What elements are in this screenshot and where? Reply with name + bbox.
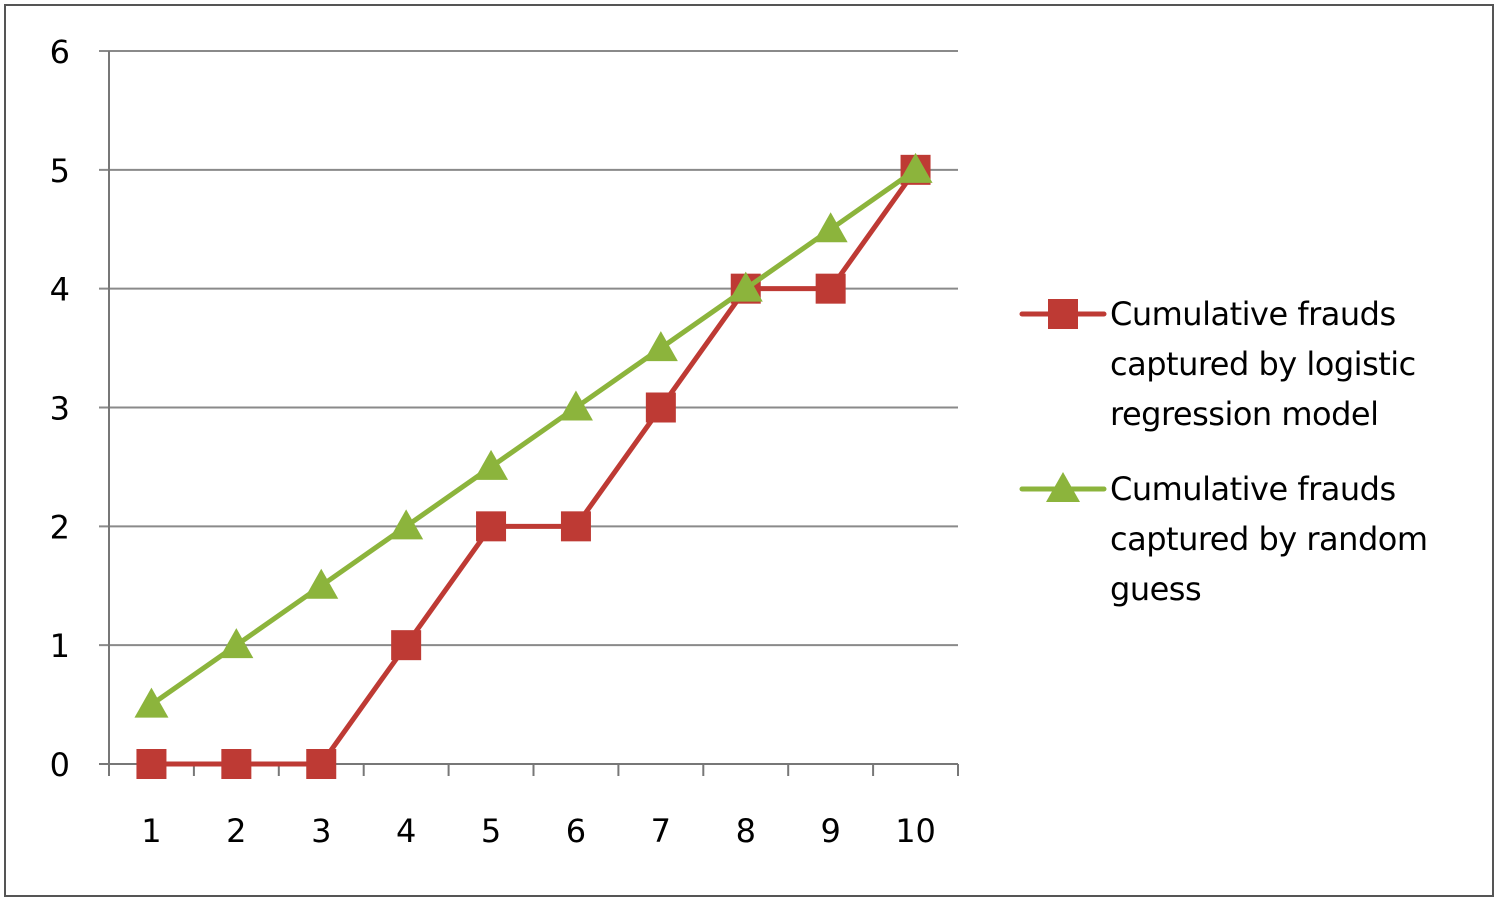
x-tick-label: 10: [895, 812, 936, 850]
y-tick-label: 1: [50, 627, 70, 665]
data-point-triangle: [389, 509, 424, 540]
x-tick-label: 3: [311, 812, 331, 850]
y-tick-label: 6: [50, 33, 70, 71]
data-point-triangle: [134, 687, 169, 718]
x-tick-label: 5: [481, 812, 501, 850]
legend-label-random: Cumulative frauds captured by random gue…: [1110, 470, 1428, 608]
y-tick-label: 3: [50, 390, 70, 428]
data-point-triangle: [643, 331, 678, 362]
data-point-square: [645, 392, 676, 423]
data-point-triangle: [304, 568, 339, 599]
data-point-triangle: [474, 449, 509, 480]
x-tick-label: 6: [566, 812, 586, 850]
x-tick-label: 2: [226, 812, 246, 850]
y-tick-label: 0: [50, 746, 70, 784]
series-line-1: [150, 167, 917, 707]
x-tick-label: 1: [141, 812, 161, 850]
x-tick-label: 8: [736, 812, 756, 850]
x-tick-label: 4: [396, 812, 416, 850]
data-point-square: [136, 749, 167, 779]
legend-marker-square: [1048, 299, 1078, 329]
data-point-square: [476, 511, 507, 542]
chart-border: [4, 4, 1494, 897]
data-point-square: [306, 749, 337, 779]
data-point-triangle: [219, 628, 254, 659]
legend-marker-triangle: [1046, 472, 1080, 502]
data-point-triangle: [558, 390, 593, 421]
data-point-triangle: [813, 212, 848, 243]
y-tick-label: 4: [50, 271, 70, 309]
y-tick-label: 5: [50, 152, 70, 190]
data-point-square: [391, 630, 422, 661]
data-point-square: [560, 511, 591, 542]
data-point-triangle: [728, 271, 763, 302]
x-tick-label: 9: [820, 812, 840, 850]
data-point-square: [221, 749, 252, 779]
x-tick-label: 7: [651, 812, 671, 850]
y-tick-label: 2: [50, 508, 70, 546]
data-point-square: [815, 273, 846, 304]
series-line-0: [151, 168, 918, 767]
data-point-triangle: [898, 152, 933, 183]
legend-label-logistic: Cumulative frauds captured by logistic r…: [1110, 295, 1416, 433]
